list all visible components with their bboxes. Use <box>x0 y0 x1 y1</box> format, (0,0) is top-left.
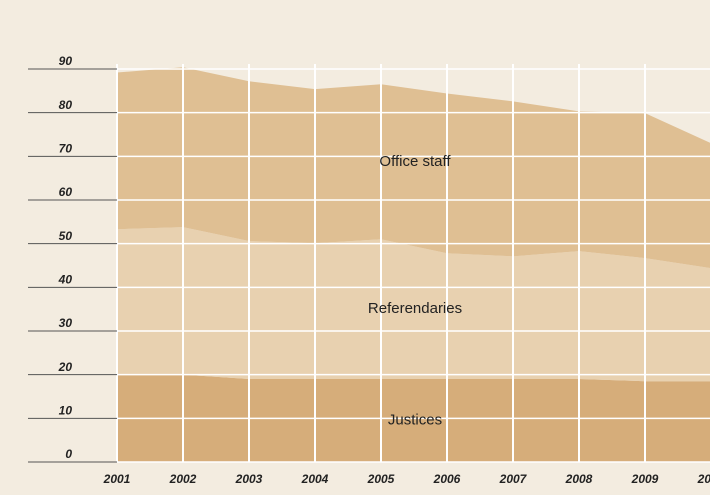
area-label: Justices <box>388 411 442 428</box>
area-label: Office staff <box>379 153 451 170</box>
y-tick-label: 90 <box>59 54 73 68</box>
x-tick-label: 2002 <box>169 472 197 486</box>
x-tick-label: 2005 <box>367 472 395 486</box>
y-tick-label: 40 <box>58 273 73 287</box>
y-tick-label: 60 <box>59 185 73 199</box>
x-tick-label: 2009 <box>631 472 659 486</box>
x-tick-label: 2004 <box>301 472 329 486</box>
x-tick-label: 2008 <box>565 472 593 486</box>
y-tick-label: 20 <box>58 360 73 374</box>
y-tick-label: 10 <box>59 404 73 418</box>
area <box>117 227 710 382</box>
y-tick-label: 30 <box>59 316 73 330</box>
area-label: Referendaries <box>368 300 462 317</box>
x-tick-label: 2006 <box>433 472 461 486</box>
y-tick-label: 50 <box>59 229 73 243</box>
x-tick-label: 2003 <box>235 472 263 486</box>
area <box>117 67 710 268</box>
y-tick-label: 80 <box>59 98 73 112</box>
y-tick-label: 0 <box>65 447 72 461</box>
x-tick-label: 2010 <box>697 472 710 486</box>
y-tick-label: 70 <box>59 142 73 156</box>
x-tick-label: 2007 <box>499 472 528 486</box>
x-tick-label: 2001 <box>103 472 131 486</box>
